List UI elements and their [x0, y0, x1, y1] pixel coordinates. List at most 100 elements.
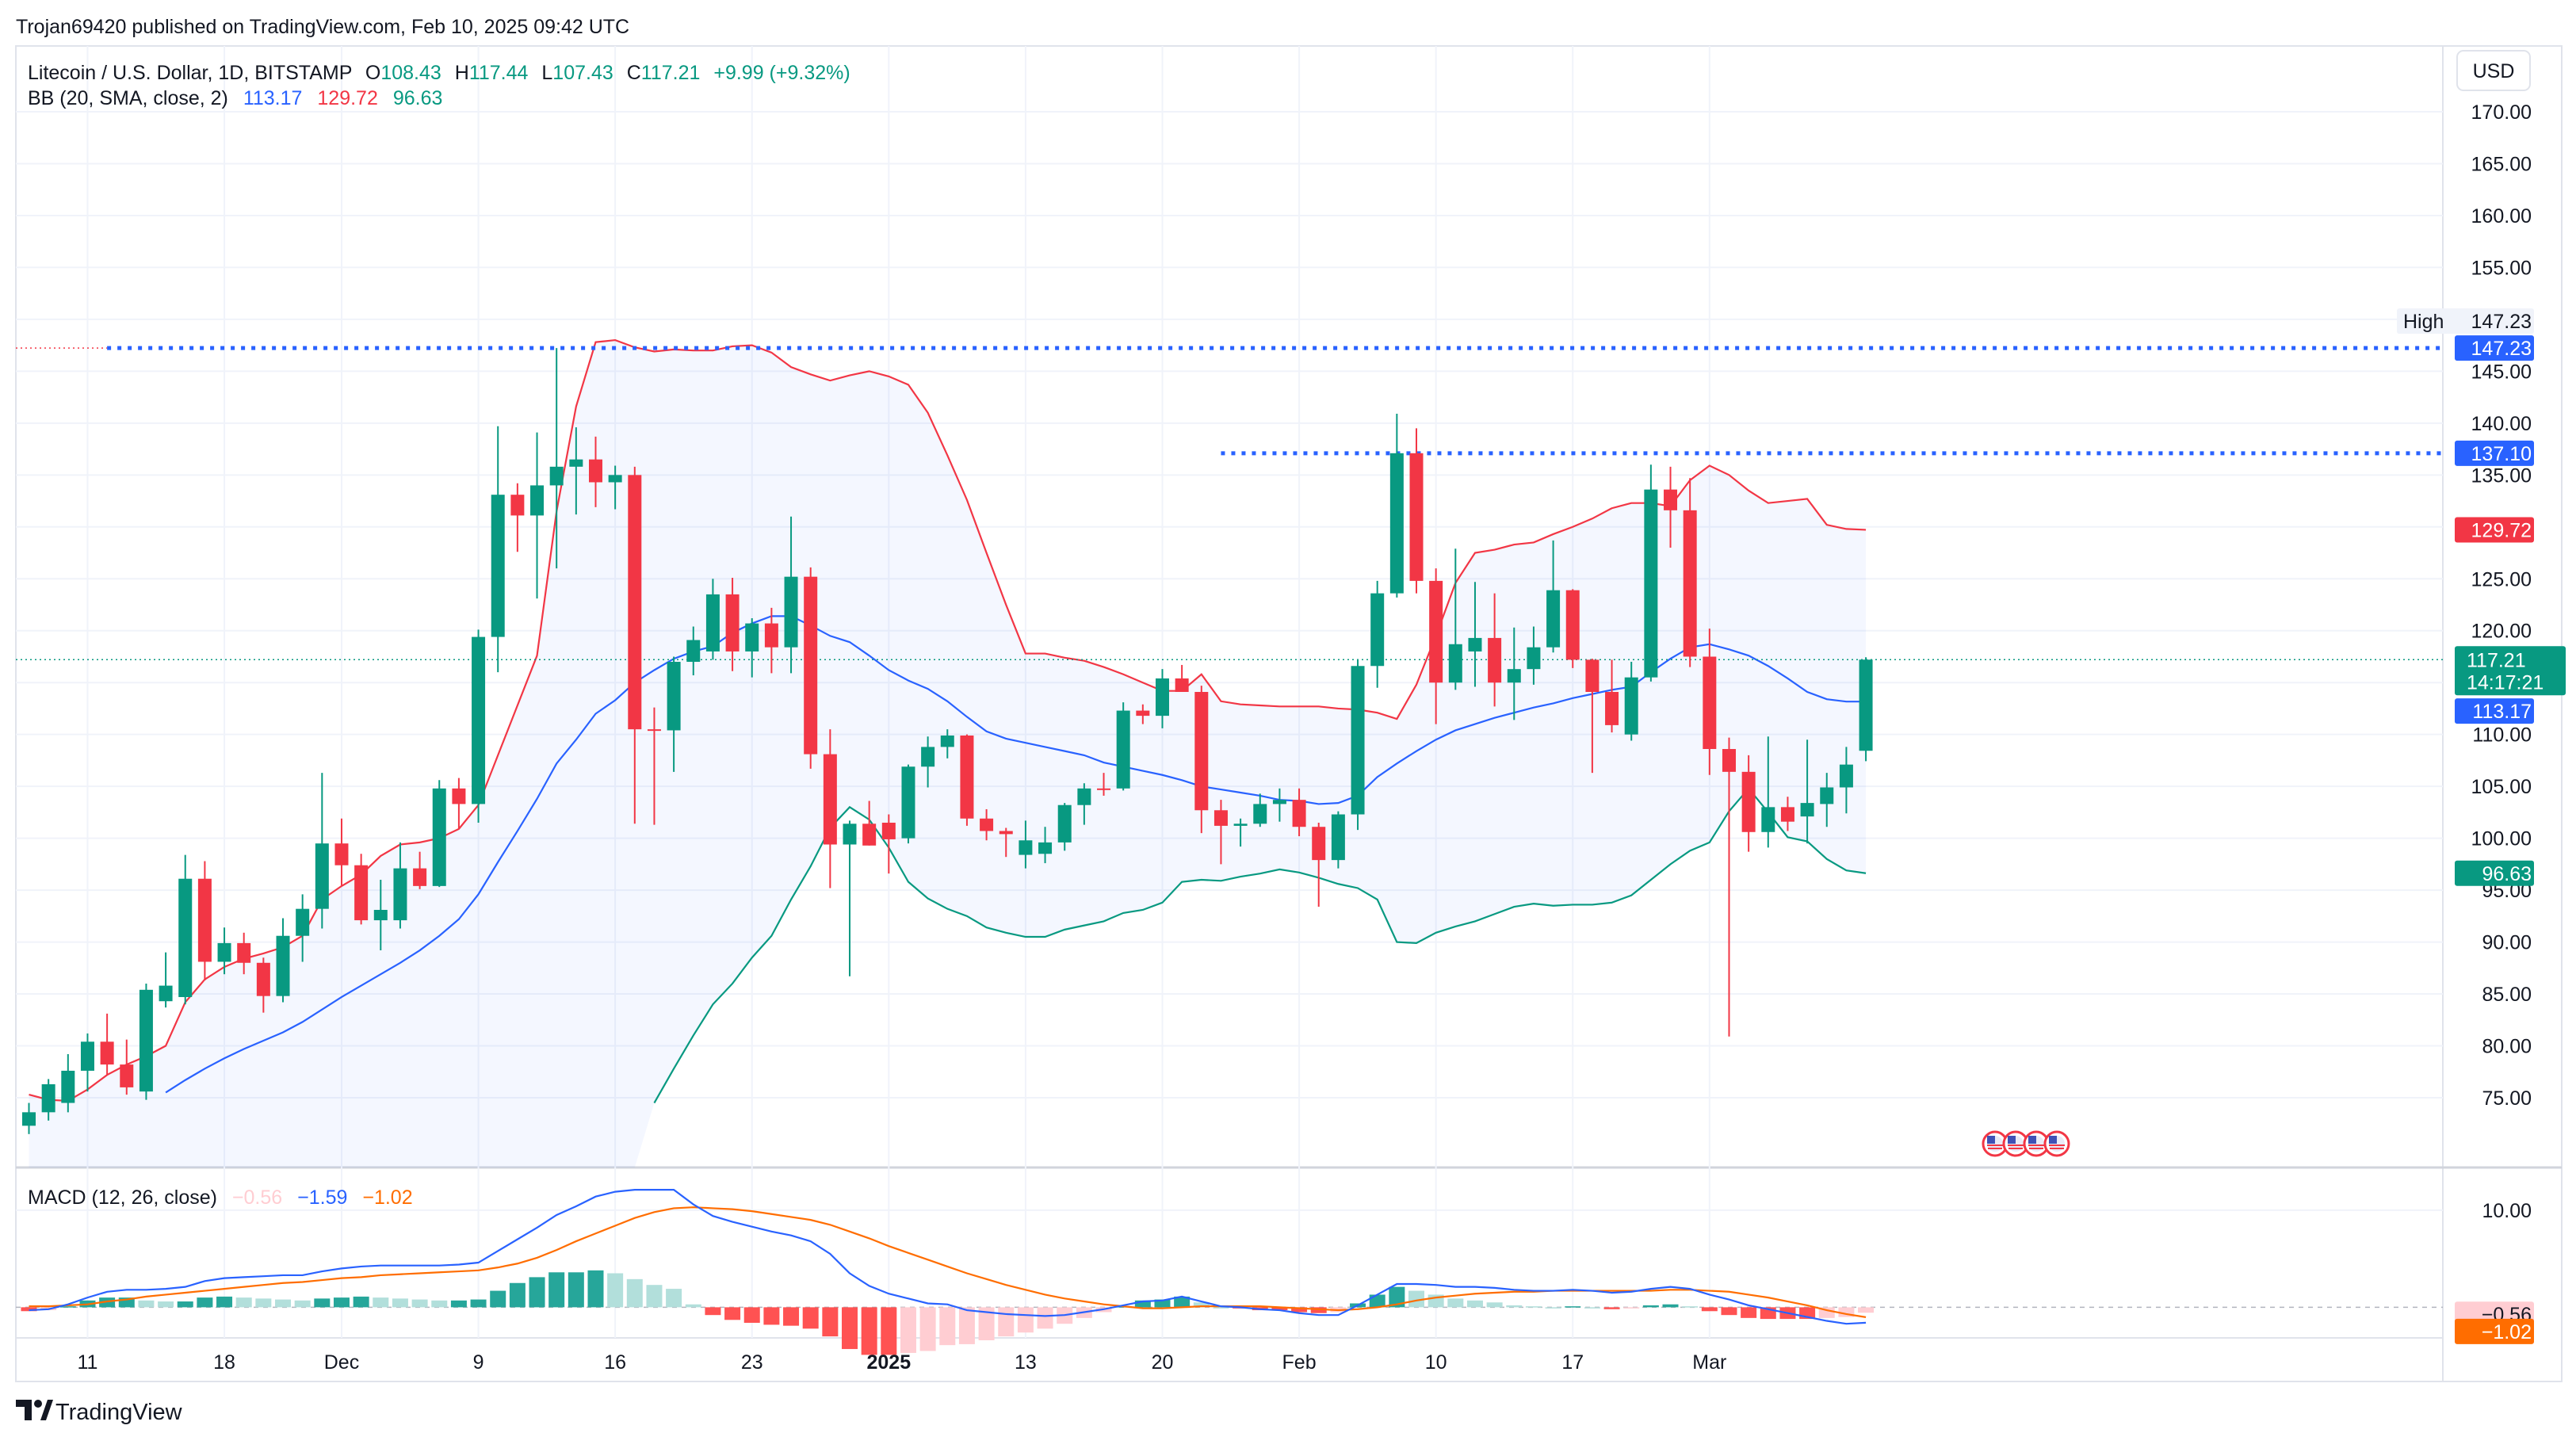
macd-histogram-bar[interactable]: [1389, 1286, 1405, 1308]
candle-body[interactable]: [100, 1041, 114, 1065]
candle-body[interactable]: [237, 942, 251, 963]
candle-body[interactable]: [217, 942, 231, 962]
macd-signal-badge[interactable]: −1.02: [2455, 1318, 2534, 1344]
us-flag-icon[interactable]: [1982, 1130, 2008, 1157]
time-axis[interactable]: 11 18 Dec 9 16 23 2025 13 20 Feb 10 17 Mar: [77, 1351, 1726, 1374]
macd-histogram-bar[interactable]: [490, 1290, 506, 1308]
macd-histogram-bar[interactable]: [1134, 1300, 1151, 1308]
macd-histogram-bar[interactable]: [881, 1307, 897, 1355]
macd-histogram-bar[interactable]: [255, 1298, 272, 1308]
macd-histogram-bar[interactable]: [1193, 1302, 1210, 1308]
candle-body[interactable]: [1839, 764, 1853, 788]
macd-histogram-bar[interactable]: [1154, 1299, 1171, 1308]
macd-histogram-bar[interactable]: [1525, 1306, 1542, 1308]
macd-histogram-bar[interactable]: [861, 1307, 877, 1355]
macd-histogram-bar[interactable]: [1545, 1307, 1561, 1309]
macd-histogram-bar[interactable]: [1603, 1307, 1620, 1309]
candle-body[interactable]: [569, 459, 583, 467]
candle-body[interactable]: [1527, 647, 1541, 670]
candle-body[interactable]: [22, 1112, 36, 1126]
macd-histogram-bar[interactable]: [333, 1297, 350, 1308]
candle-body[interactable]: [804, 576, 818, 755]
macd-histogram-bar[interactable]: [1858, 1307, 1875, 1313]
candle-body[interactable]: [705, 594, 720, 652]
candles[interactable]: [22, 348, 1873, 1134]
macd-histogram-bar[interactable]: [646, 1285, 663, 1308]
candle-body[interactable]: [647, 729, 661, 732]
macd-histogram-bar[interactable]: [1447, 1298, 1464, 1308]
candle-body[interactable]: [276, 935, 290, 996]
macd-histogram-bar[interactable]: [1682, 1306, 1699, 1308]
candle-body[interactable]: [1272, 800, 1286, 804]
candle-body[interactable]: [1038, 842, 1053, 854]
candle-body[interactable]: [1761, 807, 1775, 832]
candle-body[interactable]: [1097, 788, 1111, 790]
candle-body[interactable]: [120, 1064, 134, 1087]
candle-body[interactable]: [549, 466, 564, 486]
macd-histogram-bar[interactable]: [802, 1307, 819, 1329]
tradingview-logo[interactable]: TradingView: [16, 1400, 183, 1425]
macd-histogram-bar[interactable]: [1584, 1307, 1600, 1309]
macd-histogram-bar[interactable]: [373, 1297, 389, 1308]
candle-body[interactable]: [1057, 804, 1072, 843]
macd-histogram-bar[interactable]: [1701, 1307, 1718, 1312]
candle-body[interactable]: [1780, 807, 1794, 822]
candle-body[interactable]: [61, 1070, 75, 1103]
candle-body[interactable]: [980, 818, 994, 831]
candle-body[interactable]: [1722, 749, 1736, 772]
macd-histogram-bar[interactable]: [626, 1278, 643, 1308]
candle-body[interactable]: [725, 594, 740, 652]
candle-body[interactable]: [1585, 659, 1599, 692]
macd-histogram-bar[interactable]: [939, 1307, 956, 1346]
macd-histogram-bar[interactable]: [958, 1307, 975, 1344]
macd-histogram-bar[interactable]: [158, 1301, 174, 1308]
macd-histogram-bar[interactable]: [1174, 1296, 1191, 1308]
candle-body[interactable]: [178, 878, 193, 997]
candle-body[interactable]: [1370, 593, 1385, 667]
macd-histogram-bar[interactable]: [1310, 1307, 1327, 1313]
macd-histogram-bar[interactable]: [822, 1307, 839, 1337]
macd-histogram-bar[interactable]: [1486, 1302, 1503, 1308]
candle-body[interactable]: [1077, 788, 1091, 805]
macd-histogram-bar[interactable]: [1721, 1307, 1737, 1316]
candle-body[interactable]: [1565, 590, 1580, 660]
macd-histogram-bar[interactable]: [235, 1297, 252, 1308]
candle-body[interactable]: [1644, 489, 1658, 678]
candle-body[interactable]: [197, 878, 212, 962]
macd-histogram-bar[interactable]: [685, 1304, 701, 1308]
macd-histogram-bar[interactable]: [1466, 1300, 1483, 1308]
candle-body[interactable]: [159, 985, 173, 1002]
candle-body[interactable]: [999, 831, 1013, 835]
candle-body[interactable]: [960, 735, 974, 819]
macd-histogram-bar[interactable]: [783, 1307, 800, 1326]
macd-histogram-bar[interactable]: [450, 1300, 467, 1308]
macd-histogram-bar[interactable]: [900, 1307, 916, 1353]
candle-body[interactable]: [1233, 823, 1248, 826]
candle-body[interactable]: [1019, 840, 1033, 855]
macd-histogram-bar[interactable]: [216, 1296, 233, 1308]
macd-histogram-bar[interactable]: [1408, 1290, 1425, 1308]
candle-body[interactable]: [1468, 637, 1482, 652]
macd-histogram-bar[interactable]: [568, 1272, 584, 1308]
macd-histogram-bar[interactable]: [705, 1307, 721, 1316]
candle-body[interactable]: [510, 495, 525, 516]
macd-histogram-bar[interactable]: [1741, 1307, 1757, 1318]
candle-body[interactable]: [1741, 771, 1756, 832]
macd-histogram-bar[interactable]: [1271, 1307, 1288, 1311]
macd-histogram-bar[interactable]: [21, 1307, 37, 1312]
macd-legend[interactable]: MACD (12, 26, close) −0.56 −1.59 −1.02: [28, 1187, 413, 1209]
candle-body[interactable]: [296, 908, 310, 936]
candle-body[interactable]: [1429, 580, 1443, 683]
candle-body[interactable]: [1683, 510, 1697, 657]
macd-histogram-bar[interactable]: [607, 1273, 624, 1308]
candle-body[interactable]: [784, 576, 798, 648]
candle-body[interactable]: [1546, 590, 1561, 648]
candle-body[interactable]: [256, 962, 270, 996]
candle-body[interactable]: [745, 623, 759, 652]
macd-histogram-bar[interactable]: [411, 1299, 428, 1308]
candle-body[interactable]: [1175, 678, 1189, 692]
candle-body[interactable]: [862, 823, 877, 846]
macd-histogram-bar[interactable]: [529, 1277, 545, 1308]
